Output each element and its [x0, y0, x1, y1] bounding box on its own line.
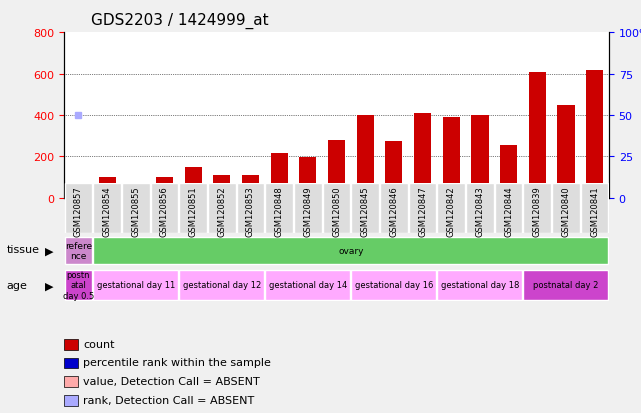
Text: GSM120852: GSM120852	[217, 186, 226, 237]
Text: value, Detection Call = ABSENT: value, Detection Call = ABSENT	[83, 376, 260, 386]
Text: gestational day 18: gestational day 18	[441, 280, 519, 290]
Text: GSM120841: GSM120841	[590, 186, 599, 237]
FancyBboxPatch shape	[94, 237, 608, 265]
Text: GDS2203 / 1424999_at: GDS2203 / 1424999_at	[92, 13, 269, 29]
FancyBboxPatch shape	[323, 184, 350, 233]
FancyBboxPatch shape	[437, 184, 465, 233]
Text: count: count	[83, 339, 115, 349]
FancyBboxPatch shape	[466, 184, 494, 233]
Text: GSM120845: GSM120845	[361, 186, 370, 237]
Text: GSM120842: GSM120842	[447, 186, 456, 237]
Text: GSM120854: GSM120854	[103, 186, 112, 237]
FancyBboxPatch shape	[495, 184, 522, 233]
Bar	[557, 105, 574, 198]
FancyBboxPatch shape	[151, 184, 178, 233]
Text: GSM120857: GSM120857	[74, 186, 83, 237]
FancyBboxPatch shape	[179, 270, 264, 300]
Bar	[299, 158, 317, 198]
Bar	[414, 114, 431, 198]
FancyBboxPatch shape	[122, 184, 149, 233]
FancyBboxPatch shape	[94, 184, 121, 233]
Text: gestational day 14: gestational day 14	[269, 280, 347, 290]
Bar	[127, 191, 144, 198]
Bar	[328, 140, 345, 198]
FancyBboxPatch shape	[437, 270, 522, 300]
Text: GSM120856: GSM120856	[160, 186, 169, 237]
Bar	[64, 339, 78, 350]
Bar	[586, 71, 603, 198]
FancyBboxPatch shape	[237, 184, 264, 233]
FancyBboxPatch shape	[94, 270, 178, 300]
Bar	[70, 194, 87, 198]
Bar	[99, 178, 116, 198]
Bar	[471, 116, 488, 198]
Text: GSM120839: GSM120839	[533, 186, 542, 237]
Text: gestational day 12: gestational day 12	[183, 280, 261, 290]
Bar	[242, 176, 259, 198]
Bar	[213, 176, 230, 198]
Bar	[500, 146, 517, 198]
Text: percentile rank within the sample: percentile rank within the sample	[83, 357, 271, 368]
Bar	[443, 118, 460, 198]
Text: ▶: ▶	[45, 281, 53, 291]
Text: gestational day 11: gestational day 11	[97, 280, 175, 290]
Text: rank, Detection Call = ABSENT: rank, Detection Call = ABSENT	[83, 394, 254, 405]
FancyBboxPatch shape	[265, 184, 293, 233]
Bar	[64, 395, 78, 406]
Bar	[385, 141, 403, 198]
FancyBboxPatch shape	[65, 184, 92, 233]
Text: ovary: ovary	[338, 247, 363, 255]
FancyBboxPatch shape	[294, 184, 322, 233]
Text: age: age	[6, 280, 28, 290]
FancyBboxPatch shape	[265, 270, 350, 300]
Bar	[271, 154, 288, 198]
FancyBboxPatch shape	[65, 237, 92, 265]
Text: GSM120853: GSM120853	[246, 186, 255, 237]
Text: postn
atal
day 0.5: postn atal day 0.5	[63, 270, 94, 300]
Text: refere
nce: refere nce	[65, 241, 92, 261]
FancyBboxPatch shape	[65, 270, 92, 300]
Bar	[64, 377, 78, 387]
Bar	[156, 178, 173, 198]
Text: postnatal day 2: postnatal day 2	[533, 280, 599, 290]
Text: GSM120847: GSM120847	[418, 186, 427, 237]
FancyBboxPatch shape	[380, 184, 408, 233]
FancyBboxPatch shape	[208, 184, 236, 233]
Text: tissue: tissue	[6, 245, 39, 255]
Text: GSM120840: GSM120840	[562, 186, 570, 237]
FancyBboxPatch shape	[351, 270, 437, 300]
Bar	[64, 358, 78, 368]
FancyBboxPatch shape	[524, 184, 551, 233]
Text: GSM120846: GSM120846	[389, 186, 398, 237]
Text: GSM120849: GSM120849	[303, 186, 312, 237]
Text: GSM120844: GSM120844	[504, 186, 513, 237]
Text: gestational day 16: gestational day 16	[354, 280, 433, 290]
Bar	[529, 74, 546, 198]
FancyBboxPatch shape	[409, 184, 437, 233]
FancyBboxPatch shape	[524, 270, 608, 300]
Text: GSM120843: GSM120843	[476, 186, 485, 237]
FancyBboxPatch shape	[552, 184, 579, 233]
Text: GSM120855: GSM120855	[131, 186, 140, 237]
FancyBboxPatch shape	[351, 184, 379, 233]
Bar	[356, 116, 374, 198]
Text: GSM120851: GSM120851	[188, 186, 197, 237]
FancyBboxPatch shape	[179, 184, 207, 233]
FancyBboxPatch shape	[581, 184, 608, 233]
Text: GSM120848: GSM120848	[275, 186, 284, 237]
Bar	[185, 167, 202, 198]
Text: ▶: ▶	[45, 246, 53, 256]
Text: GSM120850: GSM120850	[332, 186, 341, 237]
